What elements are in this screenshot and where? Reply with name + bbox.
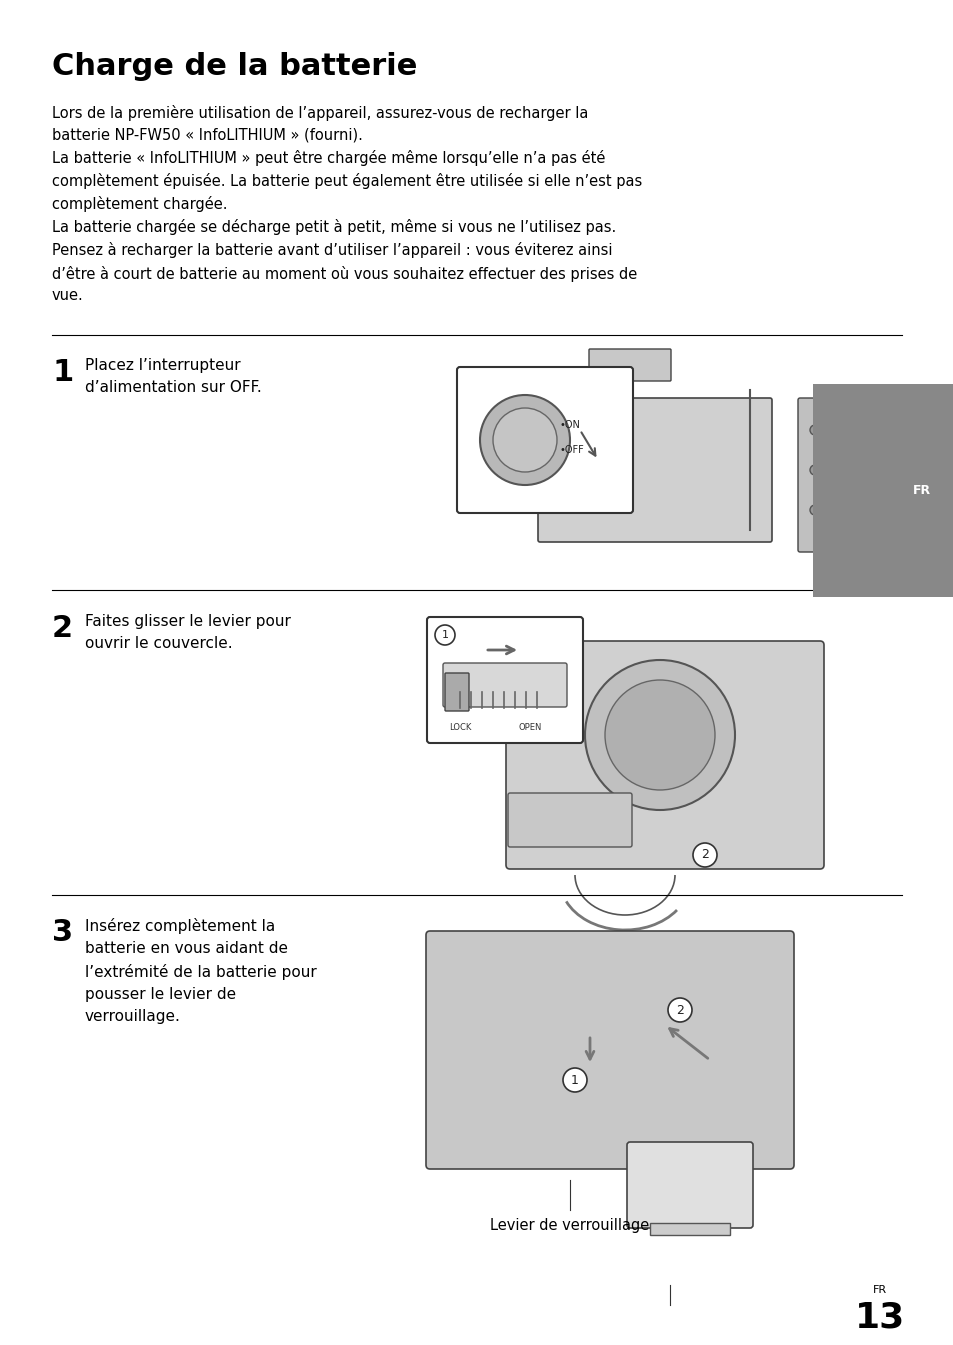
Text: FR: FR	[912, 483, 930, 496]
Text: •OFF: •OFF	[559, 445, 584, 455]
Text: 2: 2	[676, 1003, 683, 1017]
Circle shape	[435, 625, 455, 646]
Text: Levier de verrouillage: Levier de verrouillage	[490, 1219, 649, 1233]
Text: Faites glisser le levier pour
ouvrir le couvercle.: Faites glisser le levier pour ouvrir le …	[85, 615, 291, 651]
Text: 13: 13	[854, 1301, 904, 1334]
Circle shape	[493, 408, 557, 472]
FancyBboxPatch shape	[649, 1223, 729, 1235]
FancyBboxPatch shape	[456, 367, 633, 512]
FancyBboxPatch shape	[537, 398, 771, 542]
FancyBboxPatch shape	[505, 642, 823, 869]
Text: 1: 1	[441, 629, 448, 640]
Text: Charge de la batterie: Charge de la batterie	[52, 52, 417, 81]
Text: FR: FR	[872, 1284, 886, 1295]
Circle shape	[562, 1068, 586, 1092]
FancyBboxPatch shape	[507, 794, 631, 847]
Text: Placez l’interrupteur
d’alimentation sur OFF.: Placez l’interrupteur d’alimentation sur…	[85, 358, 261, 395]
Text: 2: 2	[700, 849, 708, 862]
Text: 1: 1	[52, 358, 73, 387]
Text: •ON: •ON	[559, 420, 580, 430]
FancyBboxPatch shape	[797, 398, 841, 551]
Text: LOCK: LOCK	[448, 724, 471, 733]
Text: 1: 1	[571, 1073, 578, 1087]
FancyBboxPatch shape	[626, 1142, 752, 1228]
Text: 3: 3	[52, 919, 73, 947]
FancyBboxPatch shape	[426, 931, 793, 1169]
Circle shape	[604, 681, 714, 790]
FancyBboxPatch shape	[444, 672, 469, 712]
FancyBboxPatch shape	[442, 663, 566, 707]
Text: Insérez complètement la
batterie en vous aidant de
l’extrémité de la batterie po: Insérez complètement la batterie en vous…	[85, 919, 316, 1025]
FancyBboxPatch shape	[427, 617, 582, 742]
FancyBboxPatch shape	[588, 348, 670, 381]
Circle shape	[667, 998, 691, 1022]
Text: Lors de la première utilisation de l’appareil, assurez-vous de recharger la
batt: Lors de la première utilisation de l’app…	[52, 105, 641, 303]
Circle shape	[692, 843, 717, 868]
Text: OPEN: OPEN	[517, 724, 541, 733]
Circle shape	[809, 465, 820, 475]
Circle shape	[809, 425, 820, 434]
Text: 2: 2	[52, 615, 73, 643]
Circle shape	[584, 660, 734, 810]
Circle shape	[809, 504, 820, 515]
Circle shape	[479, 395, 569, 486]
